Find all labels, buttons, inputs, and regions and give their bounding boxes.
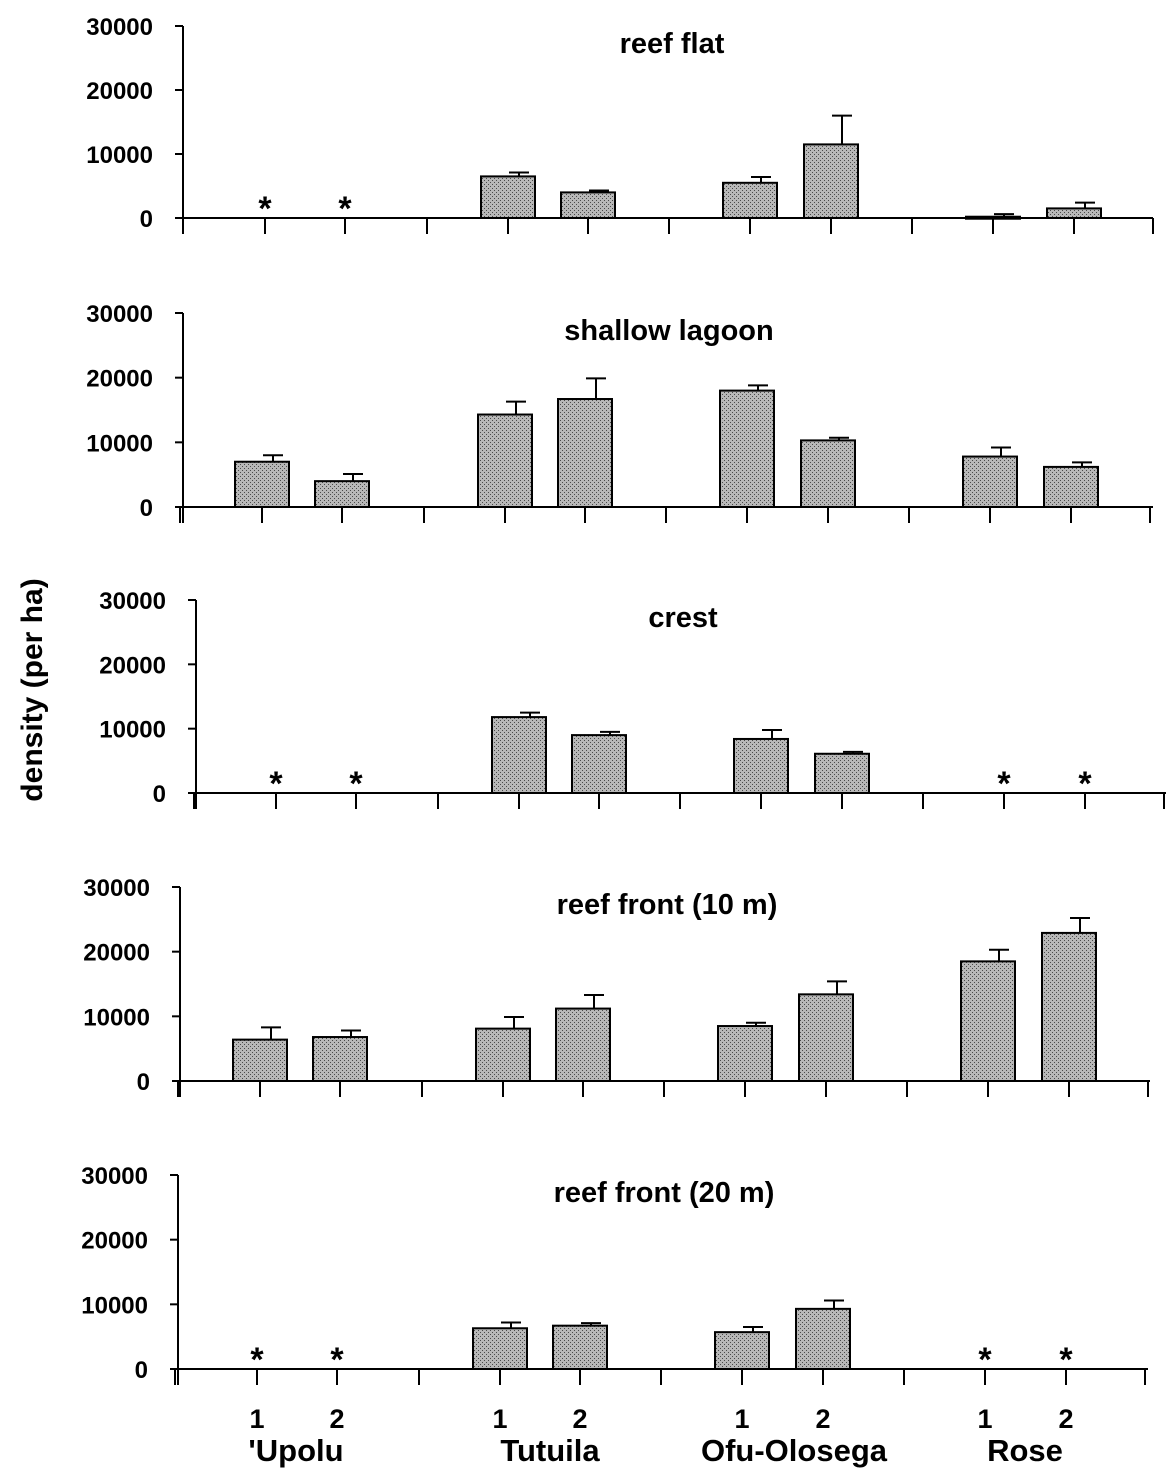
missing-marker: * [338, 190, 352, 228]
panel-2: 0 10000 20000 30000 shallow lagoon [86, 301, 1153, 523]
y-tick-label: 20000 [86, 78, 153, 105]
bar [472, 1327, 528, 1371]
bar [480, 175, 536, 219]
bar [1041, 931, 1097, 1082]
panel-5: 0 10000 20000 30000 reef front (20 m) * * * * [81, 1163, 1148, 1385]
y-tick-label: 20000 [86, 366, 153, 393]
bar [719, 389, 775, 509]
y-tick-label: 30000 [81, 1163, 148, 1190]
island-label: Rose [987, 1433, 1063, 1468]
bar [798, 993, 854, 1083]
y-tick-label: 10000 [86, 430, 153, 457]
bar [722, 181, 778, 220]
y-tick-label: 30000 [86, 301, 153, 328]
bar [555, 1007, 611, 1082]
y-tick-label: 0 [153, 781, 166, 808]
y-tick-label: 0 [140, 206, 153, 233]
panel-1: 0 10000 20000 30000 reef flat * * [86, 14, 1154, 234]
missing-marker: * [330, 1341, 344, 1379]
bar [962, 455, 1018, 508]
panel-title: reef flat [620, 28, 725, 60]
bar [314, 480, 370, 508]
site-label: 2 [815, 1404, 830, 1434]
bar [717, 1025, 773, 1082]
panel-title: reef front (10 m) [557, 889, 778, 921]
panel-title: crest [648, 602, 718, 634]
missing-marker: * [349, 765, 363, 803]
bar [800, 439, 856, 509]
bar [1046, 207, 1102, 219]
bar [1043, 465, 1099, 509]
y-tick-label: 10000 [81, 1292, 148, 1319]
panel-title: shallow lagoon [564, 315, 773, 347]
missing-marker: * [258, 190, 272, 228]
bar [803, 143, 859, 219]
bar [714, 1331, 770, 1371]
bar [814, 752, 870, 794]
island-label: Tutuila [500, 1433, 600, 1468]
bar [232, 1038, 288, 1082]
island-label: Ofu-Olosega [701, 1433, 888, 1468]
y-tick-label: 20000 [83, 940, 150, 967]
bar [965, 215, 1021, 220]
bar [312, 1036, 368, 1082]
y-tick-label: 10000 [86, 142, 153, 169]
y-tick-label: 0 [140, 495, 153, 522]
site-label: 2 [329, 1404, 344, 1434]
bar [571, 734, 627, 794]
bar [477, 413, 533, 509]
site-label: 2 [1058, 1404, 1073, 1434]
missing-marker: * [250, 1341, 264, 1379]
missing-marker: * [1078, 765, 1092, 803]
y-tick-label: 30000 [83, 875, 150, 902]
bar [557, 398, 613, 508]
bar [560, 191, 616, 219]
y-tick-label: 30000 [99, 588, 166, 615]
missing-marker: * [1059, 1341, 1073, 1379]
y-tick-label: 10000 [99, 717, 166, 744]
bar [475, 1027, 531, 1082]
bar [234, 460, 290, 509]
missing-marker: * [997, 765, 1011, 803]
x-category-labels: 1 2 1 2 1 2 1 2'Upolu Tutuila Ofu-Olosega Rose [248, 1404, 1073, 1468]
island-label: 'Upolu [248, 1433, 343, 1468]
missing-marker: * [269, 765, 283, 803]
panel-4: 0 10000 20000 30000 reef front (10 m) [83, 875, 1150, 1097]
bar [960, 960, 1016, 1082]
bar [795, 1307, 851, 1370]
site-label: 1 [977, 1404, 992, 1434]
site-label: 1 [492, 1404, 507, 1434]
y-tick-label: 20000 [81, 1228, 148, 1255]
y-tick-label: 30000 [86, 14, 153, 41]
y-tick-label: 10000 [83, 1004, 150, 1031]
panel-title: reef front (20 m) [554, 1177, 775, 1209]
site-label: 1 [734, 1404, 749, 1434]
panel-3: 0 10000 20000 30000 crest * * * * [99, 588, 1166, 809]
site-label: 1 [249, 1404, 264, 1434]
bar [733, 737, 789, 795]
missing-marker: * [978, 1341, 992, 1379]
bar [491, 716, 547, 794]
y-tick-label: 0 [137, 1069, 150, 1096]
y-tick-label: 0 [135, 1357, 148, 1384]
bar [552, 1324, 608, 1371]
y-axis-label: density (per ha) [16, 578, 49, 801]
site-label: 2 [572, 1404, 587, 1434]
y-tick-label: 20000 [99, 652, 166, 679]
